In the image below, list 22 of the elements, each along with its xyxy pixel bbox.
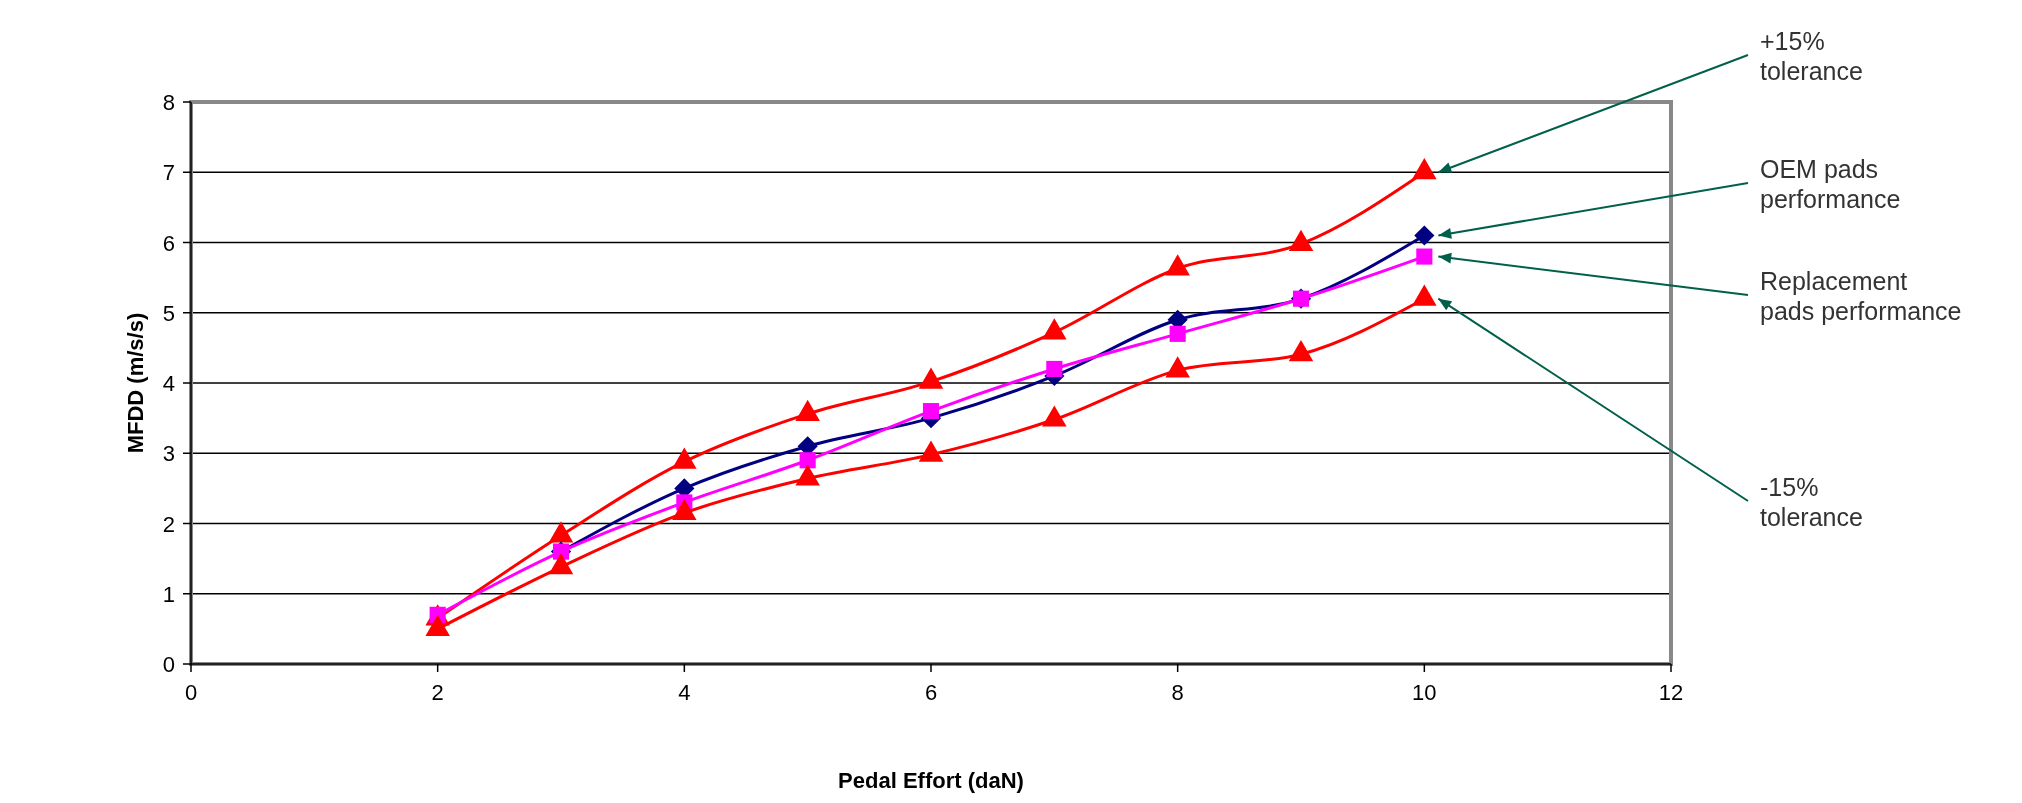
x-tick-label: 6 bbox=[924, 680, 938, 705]
y-tick-label: 2 bbox=[162, 511, 175, 537]
x-tick-label: 12 bbox=[1658, 680, 1684, 705]
y-tick-label: 4 bbox=[162, 371, 175, 396]
x-tick-label: 10 bbox=[1412, 680, 1437, 705]
y-tick-label: 6 bbox=[162, 230, 175, 256]
text: +15% tolerance bbox=[1760, 27, 1863, 85]
y-tick-label: 8 bbox=[162, 90, 175, 115]
x-tick-label: 0 bbox=[184, 680, 198, 705]
y-axis-title: MFDD (m/s/s) bbox=[123, 312, 148, 454]
y-tick-label: 3 bbox=[162, 441, 175, 467]
x-axis-title: Pedal Effort (daN) bbox=[838, 768, 1024, 793]
y-tick-label: 7 bbox=[162, 160, 175, 186]
text: Replacement pads performance bbox=[1760, 267, 1962, 325]
x-tick-label: 8 bbox=[1171, 680, 1184, 705]
y-tick-label: 1 bbox=[162, 581, 175, 607]
text: OEM pads performance bbox=[1760, 155, 1901, 213]
text: -15% tolerance bbox=[1760, 473, 1863, 531]
x-tick-label: 2 bbox=[431, 680, 444, 705]
x-tick-label: 4 bbox=[678, 680, 691, 705]
y-tick-label: 0 bbox=[162, 652, 175, 677]
y-tick-label: 5 bbox=[162, 300, 175, 326]
